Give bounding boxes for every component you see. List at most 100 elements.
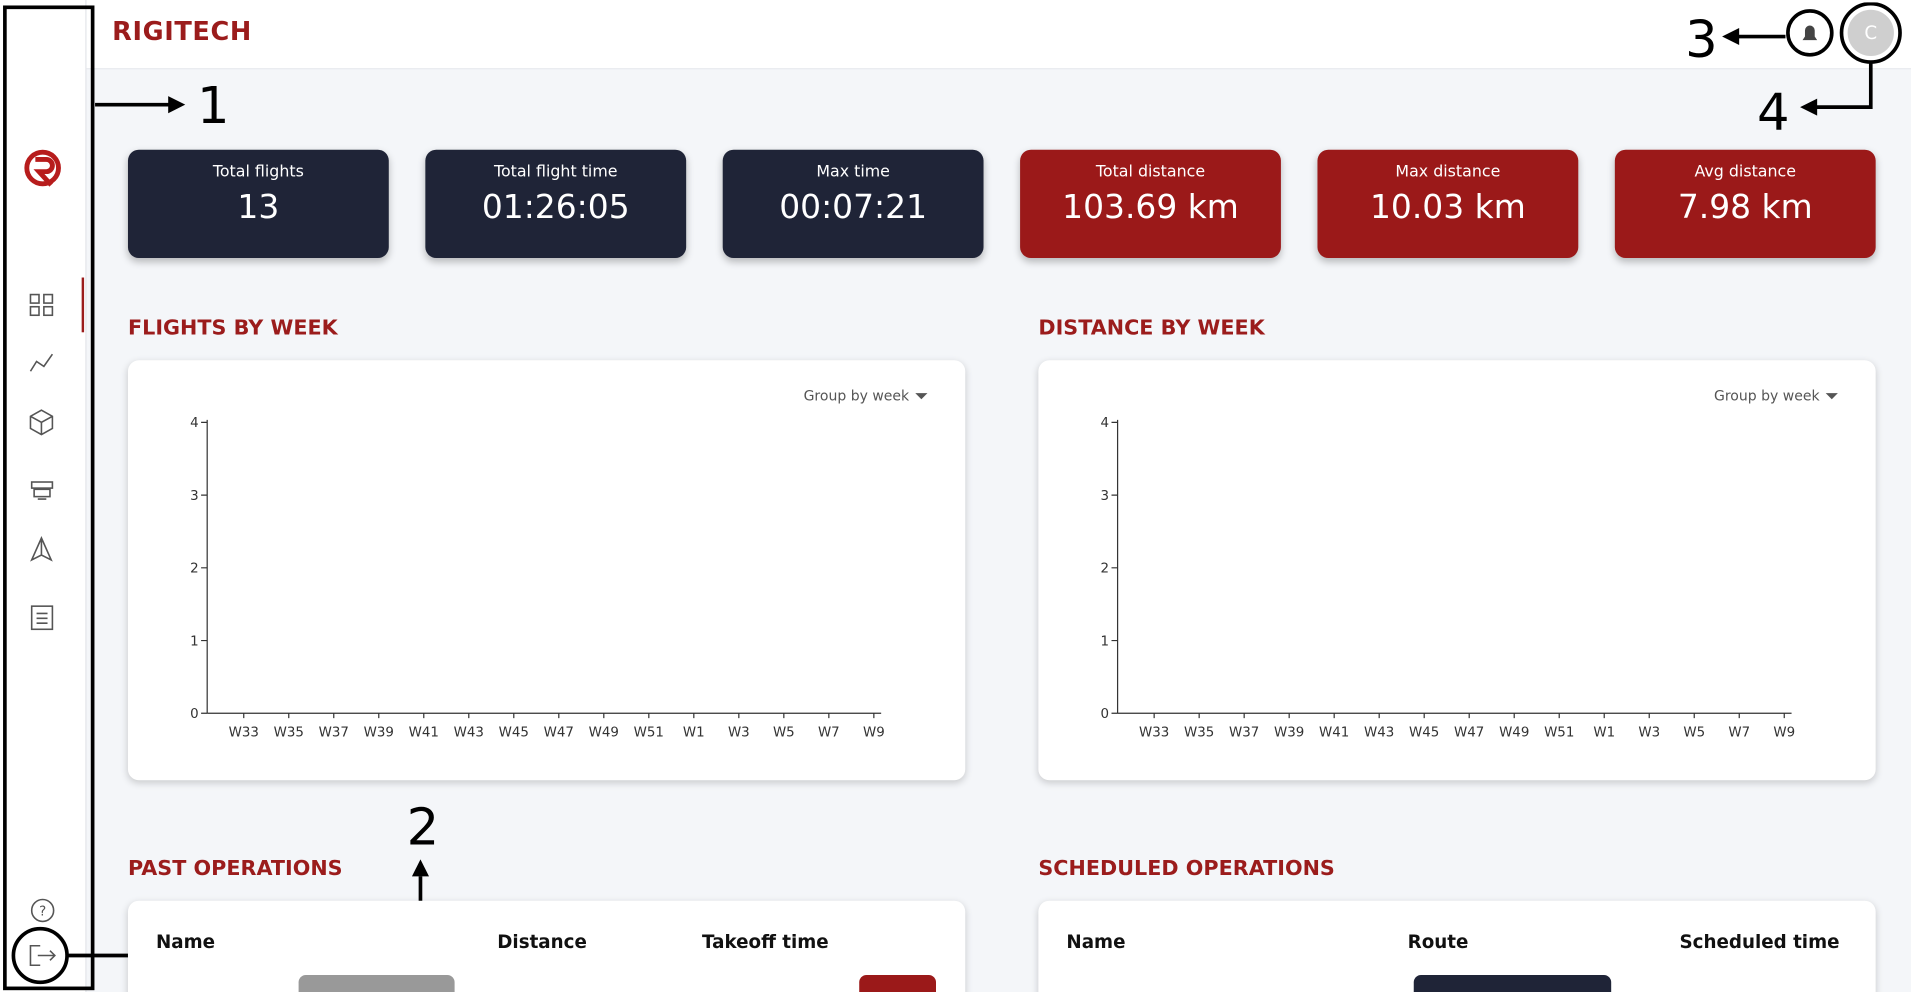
svg-text:?: ? [39,904,46,919]
avatar-button[interactable]: C [1839,2,1902,64]
stat-label: Total flight time [493,163,618,182]
column-header: Distance [497,931,587,954]
x-tick-label: W3 [1638,725,1660,740]
y-tick-label: 2 [1101,562,1110,577]
x-tick-label: W9 [1773,725,1795,740]
stat-card: Max distance 10.03 km [1317,149,1579,259]
header-actions: C [1786,2,1902,64]
x-tick-label: W49 [589,725,619,740]
table-panel: Name Distance Takeoff time [127,900,966,992]
x-tick-label: W45 [1409,725,1439,740]
x-tick-label: W35 [274,725,304,740]
x-tick-label: W33 [229,725,259,740]
section-title: SCHEDULED OPERATIONS [1038,856,1335,882]
x-tick-label: W7 [1728,725,1750,740]
group-by-dropdown[interactable]: Group by week [803,387,910,405]
annotation-label: 4 [1757,84,1790,143]
x-tick-label: W39 [364,725,394,740]
table-panel: Name Route Scheduled time [1038,900,1876,992]
x-tick-label: W3 [728,725,750,740]
x-tick-label: W1 [1593,725,1615,740]
x-tick-label: W43 [1364,725,1394,740]
annotation-label: 2 [407,799,440,858]
stat-card: Total flights 13 [127,149,389,259]
notifications-button[interactable] [1786,9,1834,57]
y-tick-label: 4 [190,416,199,431]
help-icon[interactable]: ? [30,898,55,923]
y-tick-label: 4 [1101,416,1110,431]
stat-value: 00:07:21 [779,188,928,227]
caret [915,393,928,400]
stat-label: Avg distance [1694,163,1796,182]
chart: 0 1 2 3 4 W33 W35 W37 W39 W41 W43 W45 W47 W49 W51 W1 W3 W… [190,416,885,740]
group-by-dropdown[interactable]: Group by week [1713,387,1820,405]
stat-label: Total flights [212,163,304,182]
x-tick-label: W45 [499,725,529,740]
logout-icon[interactable] [29,944,56,967]
section-title: FLIGHTS BY WEEK [127,316,338,341]
x-tick-label: W37 [319,725,349,740]
stat-value: 10.03 km [1369,188,1526,227]
avatar-initial: C [1864,23,1877,44]
stat-card: Avg distance 7.98 km [1614,149,1876,259]
docs-icon[interactable] [30,605,54,631]
stat-card: Total flight time 01:26:05 [425,149,687,259]
column-header: Name [156,931,216,954]
x-tick-label: W5 [1683,725,1705,740]
y-tick-label: 2 [190,562,199,577]
y-tick-label: 3 [1101,489,1110,504]
box-icon[interactable] [29,409,54,436]
stat-card: Total distance 103.69 km [1020,149,1281,259]
section-title: DISTANCE BY WEEK [1038,316,1265,341]
column-header: Takeoff time [702,931,829,954]
drone-icon[interactable] [30,481,54,500]
x-tick-label: W39 [1274,725,1304,740]
y-tick-label: 1 [190,634,199,649]
x-tick-label: W43 [454,725,484,740]
annotation-label: 1 [197,77,230,136]
stats-icon[interactable] [29,353,54,372]
section-title: PAST OPERATIONS [127,856,343,882]
active-indicator [81,277,85,333]
stat-value: 103.69 km [1062,188,1239,227]
x-tick-label: W47 [1454,725,1484,740]
x-tick-label: W41 [409,725,439,740]
caret [1825,393,1838,400]
y-tick-label: 0 [190,707,199,722]
column-header: Scheduled time [1679,931,1840,954]
y-tick-label: 3 [190,489,199,504]
x-tick-label: W51 [634,725,664,740]
x-tick-label: W7 [818,725,840,740]
chart-panel: Group by week 0 1 2 3 4 W33 W35 W37 W39 W41 W43 W45 W… [127,360,966,781]
x-tick-label: W35 [1184,725,1214,740]
row-badge [1413,974,1612,992]
stat-value: 13 [237,188,280,227]
app-title: RIGITECH [112,17,252,47]
dashboard-icon[interactable] [29,293,54,317]
stat-label: Max distance [1395,163,1501,182]
logo [24,149,61,187]
stat-label: Max time [816,163,890,182]
stat-value: 7.98 km [1677,188,1813,227]
chart: 0 1 2 3 4 W33 W35 W37 W39 W41 W43 W45 W47 W49 W51 W1 W3 W… [1101,416,1796,740]
dropdown-caret [1825,393,1838,400]
x-tick-label: W37 [1229,725,1259,740]
row-badge [859,974,936,992]
x-tick-label: W41 [1319,725,1349,740]
x-tick-label: W51 [1544,725,1574,740]
stat-value: 01:26:05 [481,188,630,227]
x-tick-label: W9 [863,725,885,740]
sidebar-icons: ? [24,149,85,967]
x-tick-label: W33 [1139,725,1169,740]
x-tick-label: W49 [1499,725,1529,740]
row-badge [298,974,455,992]
column-header: Name [1066,931,1126,954]
x-tick-label: W1 [683,725,705,740]
stat-label: Total distance [1095,163,1206,182]
dropdown-caret [915,393,928,400]
route-icon[interactable] [30,536,53,562]
x-tick-label: W5 [773,725,795,740]
y-tick-label: 1 [1101,634,1110,649]
y-tick-label: 0 [1101,707,1110,722]
